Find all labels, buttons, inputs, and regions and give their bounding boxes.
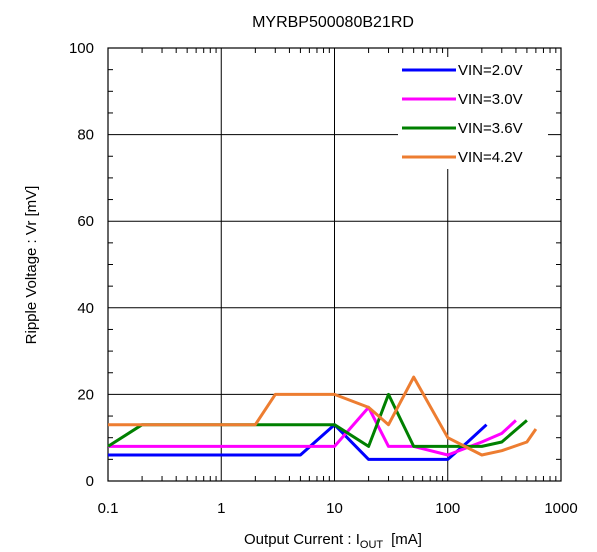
legend-box	[398, 57, 548, 169]
series-lines	[107, 375, 538, 461]
series-line-vin-3-0v	[108, 405, 517, 457]
y-axis-label: Ripple Voltage : Vr [mV]	[23, 186, 40, 345]
legend: VIN=2.0V VIN=3.0V VIN=3.6V VIN=4.2V	[398, 57, 548, 169]
series-line-vin-4-2v	[108, 375, 538, 457]
y-tick-label: 80	[77, 127, 94, 144]
x-tick-label: 1	[217, 500, 225, 517]
plot-area	[107, 47, 562, 482]
y-tick-label: 0	[86, 473, 94, 490]
y-tick-label: 100	[69, 40, 94, 57]
x-axis-label: Output Current : IOUT [mA]	[244, 531, 422, 551]
x-tick-label: 100	[435, 500, 460, 517]
legend-label: VIN=3.6V	[458, 120, 523, 137]
series-line-vin-2-0v	[108, 423, 488, 461]
y-axis-tick-labels: 0 20 40 60 80 100	[69, 40, 94, 490]
minor-ticks	[108, 48, 561, 481]
x-tick-label: 0.1	[98, 500, 119, 517]
x-axis-label-main: Output Current : I	[244, 531, 360, 548]
chart-title: MYRBP500080B21RD	[252, 14, 414, 31]
legend-label: VIN=4.2V	[458, 149, 523, 166]
y-tick-label: 40	[77, 300, 94, 317]
legend-label: VIN=3.0V	[458, 91, 523, 108]
y-tick-label: 60	[77, 213, 94, 230]
x-axis-tick-labels: 0.1 1 10 100 1000	[98, 500, 578, 517]
x-axis-label-subscript: OUT	[360, 539, 384, 551]
x-tick-label: 1000	[544, 500, 577, 517]
x-axis-label-unit: [mA]	[391, 531, 422, 548]
x-tick-label: 10	[326, 500, 343, 517]
y-tick-label: 20	[77, 386, 94, 403]
legend-label: VIN=2.0V	[458, 62, 523, 79]
